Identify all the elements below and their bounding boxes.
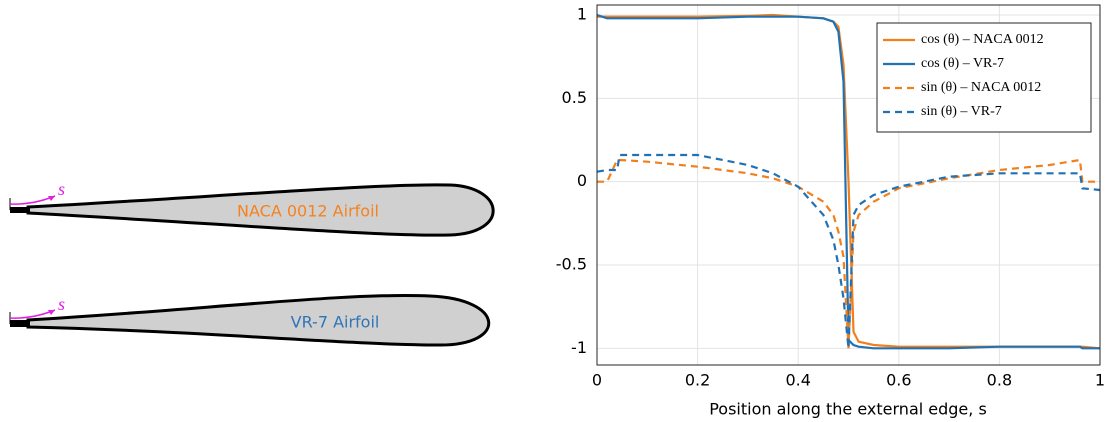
legend-label: sin (θ) – NACA 0012 [921, 80, 1041, 95]
x-tick-label: 0.4 [785, 371, 810, 390]
legend-label: sin (θ) – VR-7 [921, 104, 1002, 119]
legend-label: cos (θ) – NACA 0012 [921, 32, 1044, 47]
vr7-airfoil [28, 295, 489, 345]
legend: cos (θ) – NACA 0012 cos (θ) – VR-7 sin (θ)… [877, 23, 1091, 132]
arc-arrow [10, 310, 55, 318]
x-tick-label: 0 [592, 371, 602, 390]
arc-arrow [10, 196, 55, 204]
y-tick-label: 0 [577, 171, 587, 190]
legend-label: cos (θ) – VR-7 [921, 56, 1004, 71]
x-tick-label: 0.2 [685, 371, 710, 390]
y-tick-label: -0.5 [556, 255, 587, 274]
x-tick-label: 1 [1095, 371, 1105, 390]
page: s s NACA 0012 Airfoil VR-7 Airfoil -1 -0.… [0, 0, 1107, 422]
trailing-edge [10, 320, 30, 327]
arc-label: s [58, 294, 65, 314]
figure: s s NACA 0012 Airfoil VR-7 Airfoil -1 -0.… [0, 0, 1107, 422]
x-tick-label: 0.8 [987, 371, 1012, 390]
x-tick-label: 0.6 [886, 371, 911, 390]
airfoil-label: VR-7 Airfoil [291, 313, 380, 332]
y-tick-label: 1 [577, 5, 587, 24]
chart: -1 -0.5 0 0.5 1 0 0.2 0.4 0.6 0.8 1 cos (θ) – NACA … [556, 5, 1105, 390]
x-axis-label: Position along the external edge, s [709, 400, 987, 419]
arc-label: s [58, 179, 65, 199]
trailing-edge [10, 207, 30, 213]
y-tick-label: 0.5 [562, 88, 587, 107]
airfoil-diagram: s s NACA 0012 Airfoil VR-7 Airfoil [10, 179, 493, 345]
y-tick-label: -1 [571, 338, 587, 357]
airfoil-label: NACA 0012 Airfoil [237, 202, 379, 221]
